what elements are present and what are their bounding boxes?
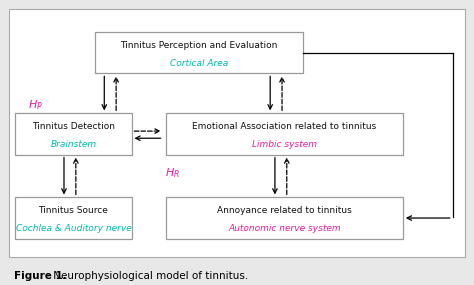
Text: $H_R$: $H_R$ [164, 166, 180, 180]
Text: Emotional Association related to tinnitus: Emotional Association related to tinnitu… [192, 122, 376, 131]
Text: Autonomic nerve system: Autonomic nerve system [228, 224, 341, 233]
Text: Cochlea & Auditory nerve: Cochlea & Auditory nerve [16, 224, 131, 233]
Bar [15, 113, 131, 154]
Text: Annoyance related to tinnitus: Annoyance related to tinnitus [217, 206, 352, 215]
Text: Tinnitus Detection: Tinnitus Detection [32, 122, 115, 131]
Text: Tinnitus Perception and Evaluation: Tinnitus Perception and Evaluation [120, 41, 278, 50]
Bar [95, 32, 303, 74]
Text: Neurophysiological model of tinnitus.: Neurophysiological model of tinnitus. [50, 271, 248, 281]
Bar [166, 113, 403, 154]
Text: $H_P$: $H_P$ [28, 99, 44, 112]
Text: Brainstem: Brainstem [50, 140, 97, 149]
Bar [166, 198, 403, 239]
Text: Figure 1.: Figure 1. [14, 271, 67, 281]
Text: Cortical Area: Cortical Area [170, 59, 228, 68]
Text: Tinnitus Source: Tinnitus Source [38, 206, 109, 215]
Bar [15, 198, 131, 239]
Bar [9, 9, 465, 256]
Text: Limbic system: Limbic system [252, 140, 317, 149]
